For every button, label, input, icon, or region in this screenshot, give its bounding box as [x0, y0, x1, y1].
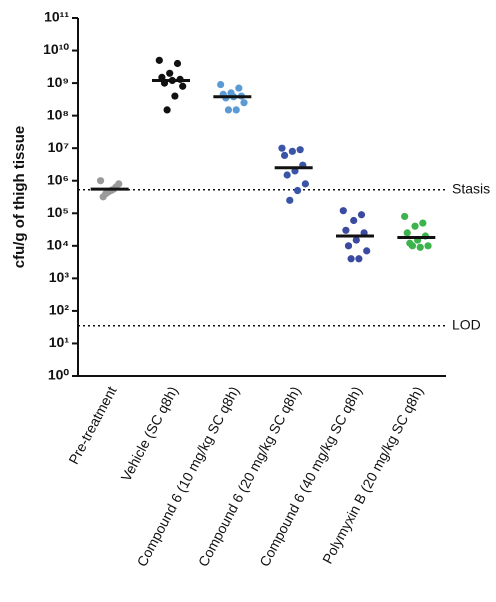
data-point — [347, 255, 355, 263]
data-point — [96, 177, 105, 185]
reference-label: LOD — [452, 316, 481, 332]
y-tick-label: 10² — [49, 302, 70, 318]
data-point — [408, 242, 417, 250]
data-point — [293, 186, 302, 195]
data-point — [339, 207, 347, 215]
data-point — [171, 92, 179, 100]
y-tick-label: 10⁰ — [48, 367, 70, 383]
data-point — [288, 147, 296, 155]
data-point — [217, 80, 225, 89]
data-point — [401, 212, 409, 221]
data-point — [166, 69, 174, 77]
y-tick-label: 10¹ — [49, 334, 70, 350]
data-point — [357, 211, 366, 219]
data-point — [163, 106, 171, 114]
y-tick-label: 10¹⁰ — [43, 41, 69, 57]
x-tick-label: Compound 6 (20 mg/kg SC q8h) — [195, 384, 304, 569]
data-point — [342, 226, 350, 234]
data-point — [350, 216, 358, 225]
data-point — [363, 247, 371, 255]
y-tick-label: 10⁸ — [47, 106, 69, 122]
data-point — [352, 236, 360, 244]
x-tick-label: Polymyxin B (20 mg/kg SC q8h) — [319, 384, 426, 567]
y-tick-label: 10³ — [49, 269, 70, 285]
data-point — [278, 144, 286, 152]
y-tick-label: 10¹¹ — [44, 9, 69, 25]
reference-label: Stasis — [452, 180, 490, 196]
data-point — [419, 219, 427, 227]
data-point — [344, 242, 353, 250]
data-point — [424, 242, 432, 250]
data-point — [224, 106, 233, 114]
x-tick-label: Pre-treatment — [65, 384, 119, 467]
data-point — [283, 171, 291, 179]
data-point — [99, 193, 107, 201]
data-point — [235, 84, 243, 92]
data-point — [416, 243, 424, 251]
data-point — [355, 255, 363, 263]
data-point — [155, 56, 163, 64]
y-tick-label: 10⁷ — [48, 139, 70, 155]
data-point — [173, 59, 182, 68]
data-point — [286, 196, 294, 204]
data-point — [280, 151, 289, 160]
data-point — [240, 99, 248, 107]
y-tick-label: 10⁹ — [47, 74, 69, 90]
data-point — [403, 229, 411, 237]
x-tick-label: Compound 6 (40 mg/kg SC q8h) — [256, 384, 365, 569]
y-tick-label: 10⁴ — [47, 237, 70, 253]
y-tick-label: 10⁶ — [47, 171, 69, 187]
y-tick-label: 10⁵ — [47, 204, 69, 220]
data-point — [179, 82, 187, 90]
data-point — [296, 146, 304, 154]
y-axis-label: cfu/g of thigh tissue — [11, 126, 28, 269]
data-point — [301, 180, 309, 188]
x-tick-label: Vehicle (SC q8h) — [117, 384, 180, 484]
x-tick-label: Compound 6 (10 mg/kg SC q8h) — [133, 384, 242, 569]
data-point — [232, 106, 240, 114]
data-point — [411, 222, 419, 230]
